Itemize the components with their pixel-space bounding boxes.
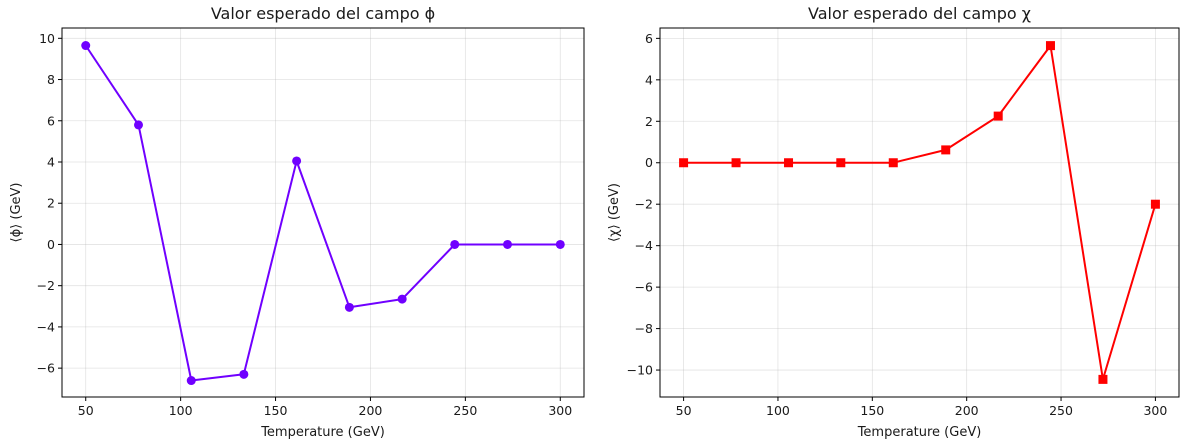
phi-y-tick-label: −2 [37,278,55,293]
chi-data-point [888,158,898,168]
chi-data-point [993,111,1003,121]
phi-x-tick-label: 150 [264,403,288,418]
chi-y-tick-label: −4 [635,238,653,253]
chi-y-tick-label: −8 [635,321,653,336]
phi-y-tick-label: −6 [37,361,55,376]
chi-x-tick-label: 100 [766,403,790,418]
chi-grid [660,28,1179,397]
phi-y-tick-label: 4 [47,154,55,169]
chi-data-point [836,158,846,168]
chi-y-tick-label: −2 [635,197,653,212]
phi-x-axis-label: Temperature (GeV) [260,425,385,440]
phi-x-tick-label: 100 [169,403,193,418]
phi-data-point [503,239,513,249]
chi-data-point [731,158,741,168]
chi-y-axis-label: ⟨χ⟩ (GeV) [607,183,622,242]
phi-data-point [239,369,249,379]
chi-data-point [679,158,689,168]
phi-y-tick-label: 2 [47,196,55,211]
chi-y-tick-label: 2 [645,114,653,129]
phi-y-axis-label: ⟨ϕ⟩ (GeV) [9,183,24,243]
phi-ticks: 50 100 150 200 250 300 −6 −4 −2 0 2 4 6 8 10 [37,31,573,418]
chi-x-tick-label: 150 [860,403,884,418]
phi-data-point [292,156,302,166]
chi-y-tick-label: −10 [627,363,653,378]
chi-x-tick-label: 200 [955,403,979,418]
phi-series-line [84,44,561,382]
chi-y-tick-label: 0 [645,155,653,170]
chi-data-point [1045,41,1055,51]
chi-x-tick-label: 50 [676,403,692,418]
phi-y-tick-label: −4 [37,319,55,334]
phi-y-tick-label: 8 [47,72,55,87]
chi-chart-title: Valor esperado del campo χ [808,4,1031,23]
phi-x-tick-label: 300 [548,403,572,418]
chi-series-line [683,44,1157,381]
phi-markers [81,41,565,386]
chi-x-tick-label: 300 [1143,403,1167,418]
phi-chart: Valor esperado del campo ϕ Temperature (… [9,4,585,440]
chi-x-tick-label: 250 [1049,403,1073,418]
chi-data-point [1098,374,1108,384]
chi-y-tick-label: 6 [645,31,653,46]
phi-grid [62,28,584,397]
chi-x-axis-label: Temperature (GeV) [857,425,982,440]
chi-y-tick-label: 4 [645,72,653,87]
phi-x-tick-label: 200 [359,403,383,418]
phi-data-point [555,239,565,249]
phi-chart-title: Valor esperado del campo ϕ [211,4,435,23]
chi-markers [679,41,1160,384]
phi-y-tick-label: 0 [47,237,55,252]
phi-y-tick-label: 10 [39,31,55,46]
phi-data-point [397,294,407,304]
phi-y-tick-label: 6 [47,113,55,128]
phi-data-point [81,41,91,51]
phi-x-tick-label: 50 [78,403,94,418]
chi-plot-frame [659,27,1180,398]
phi-data-point [450,239,460,249]
chi-y-tick-label: −6 [635,280,653,295]
chi-data-point [941,145,951,155]
chi-chart: Valor esperado del campo χ Temperature (… [607,4,1180,440]
chi-data-point [1150,199,1160,209]
phi-data-point [344,302,354,312]
phi-x-tick-label: 250 [453,403,477,418]
phi-data-point [133,120,143,130]
phi-plot-frame [61,27,585,398]
chi-ticks: 50 100 150 200 250 300 −10 −8 −6 −4 −2 0 2 4 6 [627,31,1168,418]
phi-data-point [186,376,196,386]
chi-data-point [784,158,794,168]
